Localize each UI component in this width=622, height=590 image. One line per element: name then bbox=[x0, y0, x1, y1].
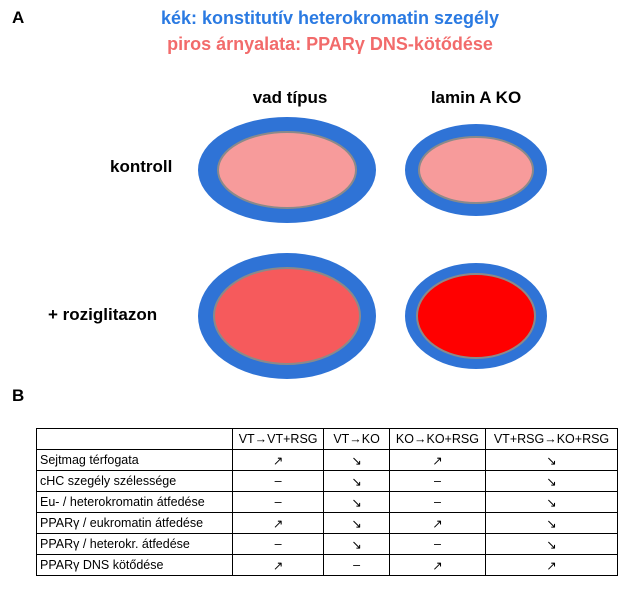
table-row: cHC szegély szélessége – ↘ – ↘ bbox=[36, 470, 618, 492]
trend-cell: ↗ bbox=[231, 449, 325, 471]
corner-cell bbox=[36, 428, 233, 450]
row-label: Sejtmag térfogata bbox=[36, 449, 233, 471]
panel-label: B bbox=[12, 386, 25, 405]
nuclei bbox=[198, 117, 547, 379]
trend-cell: ↘ bbox=[485, 491, 618, 513]
header-cell: VT+RSG→KO+RSG bbox=[485, 428, 618, 450]
row-label: PPARγ / eukromatin átfedése bbox=[36, 512, 233, 534]
trend-cell: – bbox=[231, 533, 325, 555]
trend-cell: ↘ bbox=[485, 470, 618, 492]
table-row: Sejtmag térfogata ↗ ↘ ↗ ↘ bbox=[36, 449, 618, 471]
row-header: kontroll bbox=[110, 157, 173, 176]
table-row: PPARγ / heterokr. átfedése – ↘ – ↘ bbox=[36, 533, 618, 555]
header-cell: VT→KO bbox=[323, 428, 390, 450]
trend-cell: ↘ bbox=[323, 491, 390, 513]
legend-blue: kék: konstitutív heterokromatin szegély bbox=[160, 8, 500, 28]
panel-label: A bbox=[12, 8, 25, 27]
trend-cell: – bbox=[323, 554, 390, 576]
trend-cell: ↘ bbox=[485, 533, 618, 555]
header-cell: VT→VT+RSG bbox=[231, 428, 325, 450]
row-label: Eu- / heterokromatin átfedése bbox=[36, 491, 233, 513]
trend-cell: ↘ bbox=[323, 512, 390, 534]
trend-cell: – bbox=[388, 533, 487, 555]
trend-cell: ↗ bbox=[388, 512, 487, 534]
table-row: PPARγ / eukromatin átfedése ↗ ↘ ↗ ↘ bbox=[36, 512, 618, 534]
trend-cell: ↘ bbox=[485, 512, 618, 534]
summary-table: VT→VT+RSG VT→KO KO→KO+RSG VT+RSG→KO+RSG Sejt… bbox=[36, 428, 618, 576]
trend-cell: – bbox=[231, 470, 325, 492]
trend-cell: – bbox=[388, 491, 487, 513]
trend-cell: ↘ bbox=[323, 470, 390, 492]
table-row: Eu- / heterokromatin átfedése – ↘ – ↘ bbox=[36, 491, 618, 513]
header-row: VT→VT+RSG VT→KO KO→KO+RSG VT+RSG→KO+RSG bbox=[36, 428, 618, 450]
row-label: PPARγ / heterokr. átfedése bbox=[36, 533, 233, 555]
table-row: PPARγ DNS kötődése ↗ – ↗ ↗ bbox=[36, 554, 618, 576]
trend-cell: – bbox=[231, 491, 325, 513]
trend-cell: ↘ bbox=[485, 449, 618, 471]
trend-cell: ↘ bbox=[323, 533, 390, 555]
row-label: cHC szegély szélessége bbox=[36, 470, 233, 492]
trend-cell: – bbox=[388, 470, 487, 492]
row-label: PPARγ DNS kötődése bbox=[36, 554, 233, 576]
trend-cell: ↗ bbox=[231, 554, 325, 576]
header-cell: KO→KO+RSG bbox=[388, 428, 487, 450]
column-header: vad típus bbox=[252, 88, 328, 107]
trend-cell: ↗ bbox=[388, 554, 487, 576]
trend-cell: ↗ bbox=[388, 449, 487, 471]
legend-red: piros árnyalata: PPARγ DNS-kötődése bbox=[167, 34, 493, 54]
trend-cell: ↘ bbox=[323, 449, 390, 471]
trend-cell: ↗ bbox=[231, 512, 325, 534]
trend-cell: ↗ bbox=[485, 554, 618, 576]
row-header: + roziglitazon bbox=[48, 305, 158, 324]
column-header: lamin A KO bbox=[430, 88, 522, 107]
